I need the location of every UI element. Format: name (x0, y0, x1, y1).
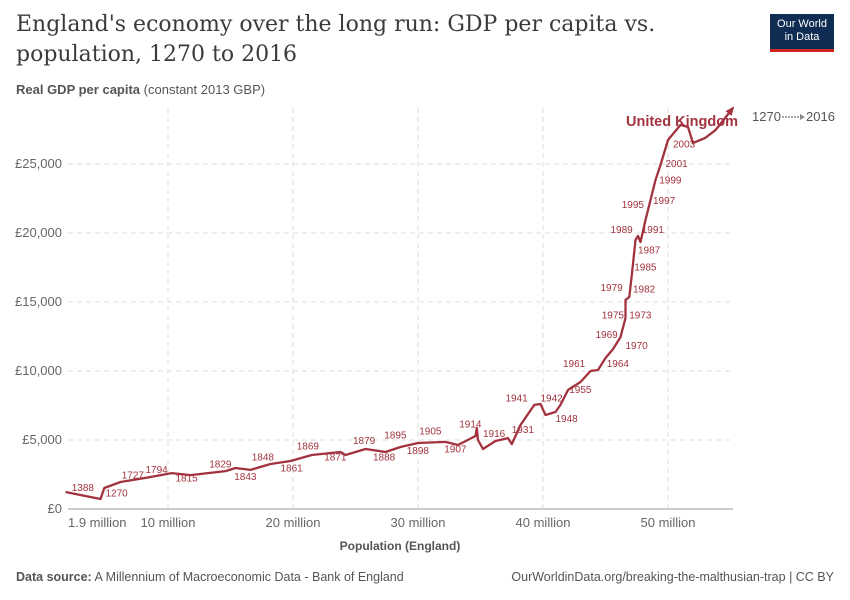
y-tick-label: £10,000 (15, 363, 62, 378)
x-tick-label: 40 million (516, 515, 571, 530)
series-line-united-kingdom[interactable] (65, 107, 734, 501)
data-source: Data source: A Millennium of Macroeconom… (16, 570, 404, 584)
year-label: 1995 (622, 200, 645, 211)
year-label: 1970 (626, 341, 649, 352)
x-tick-label: 1.9 million (68, 515, 127, 530)
x-axis-label: Population (England) (340, 539, 461, 553)
legend-end-year: 2016 (806, 109, 835, 124)
year-label: 1942 (541, 393, 564, 404)
y-tick-label: £5,000 (22, 432, 62, 447)
year-label: 1848 (252, 453, 275, 464)
y-tick-label: £0 (48, 501, 62, 516)
year-label: 1905 (419, 426, 442, 437)
year-label: 1948 (556, 414, 579, 425)
source-label: Data source: (16, 570, 92, 584)
year-label: 1829 (209, 460, 232, 471)
year-label: 1895 (384, 431, 407, 442)
year-label: 1975 (602, 311, 625, 322)
year-label: 1869 (297, 442, 320, 453)
year-label: 1727 (122, 471, 145, 482)
year-label: 1270 (106, 489, 129, 500)
legend-arrow-icon (782, 114, 805, 120)
x-tick-label: 50 million (641, 515, 696, 530)
y-tick-label: £20,000 (15, 225, 62, 240)
year-label: 1969 (596, 330, 619, 341)
year-label: 1916 (483, 429, 506, 440)
y-tick-label: £15,000 (15, 294, 62, 309)
year-label: 1991 (642, 225, 665, 236)
x-tick-label: 20 million (266, 515, 321, 530)
year-label: 1989 (611, 225, 634, 236)
logo-line2: in Data (784, 31, 820, 43)
year-label: 1794 (146, 465, 169, 476)
series-arrow-head (725, 106, 735, 116)
year-label: 1979 (601, 283, 624, 294)
year-label: 1985 (634, 262, 657, 273)
year-label: 1898 (407, 446, 430, 457)
year-label: 1914 (459, 420, 482, 431)
year-label: 1955 (569, 385, 592, 396)
year-label: 1987 (638, 246, 661, 257)
year-label: 1931 (512, 425, 535, 436)
x-tick-label: 30 million (391, 515, 446, 530)
owid-logo[interactable]: Our World in Data (770, 14, 834, 52)
series-label-united-kingdom: United Kingdom (626, 114, 738, 130)
year-label: 2003 (673, 139, 696, 150)
year-label: 1999 (659, 175, 682, 186)
year-label: 1982 (633, 284, 656, 295)
year-label: 1815 (176, 473, 199, 484)
year-label: 1973 (629, 311, 652, 322)
year-label: 1388 (72, 483, 95, 494)
year-label: 1879 (353, 436, 376, 447)
y-axis-title-bold: Real GDP per capita (16, 82, 141, 97)
year-label: 1843 (234, 472, 257, 483)
y-axis-title-unit: (constant 2013 GBP) (143, 82, 266, 97)
source-text: A Millennium of Macroeconomic Data - Ban… (94, 570, 404, 584)
y-axis-title: Real GDP per capita (constant 2013 GBP) (16, 82, 265, 97)
logo-line1: Our World (777, 18, 827, 30)
source-url[interactable]: OurWorldinData.org/breaking-the-malthusi… (511, 570, 834, 584)
year-label: 1871 (324, 453, 347, 464)
year-label: 1861 (281, 464, 304, 475)
year-label: 1961 (563, 359, 586, 370)
x-tick-label: 10 million (141, 515, 196, 530)
year-label: 1997 (653, 196, 676, 207)
year-label: 2001 (666, 159, 689, 170)
year-label: 1941 (506, 393, 529, 404)
legend-start-year: 1270 (752, 109, 781, 124)
year-label: 1964 (607, 359, 630, 370)
year-label: 1907 (444, 444, 467, 455)
y-tick-label: £25,000 (15, 156, 62, 171)
year-label: 1888 (373, 453, 396, 464)
chart-title: England's economy over the long run: GDP… (16, 12, 656, 67)
